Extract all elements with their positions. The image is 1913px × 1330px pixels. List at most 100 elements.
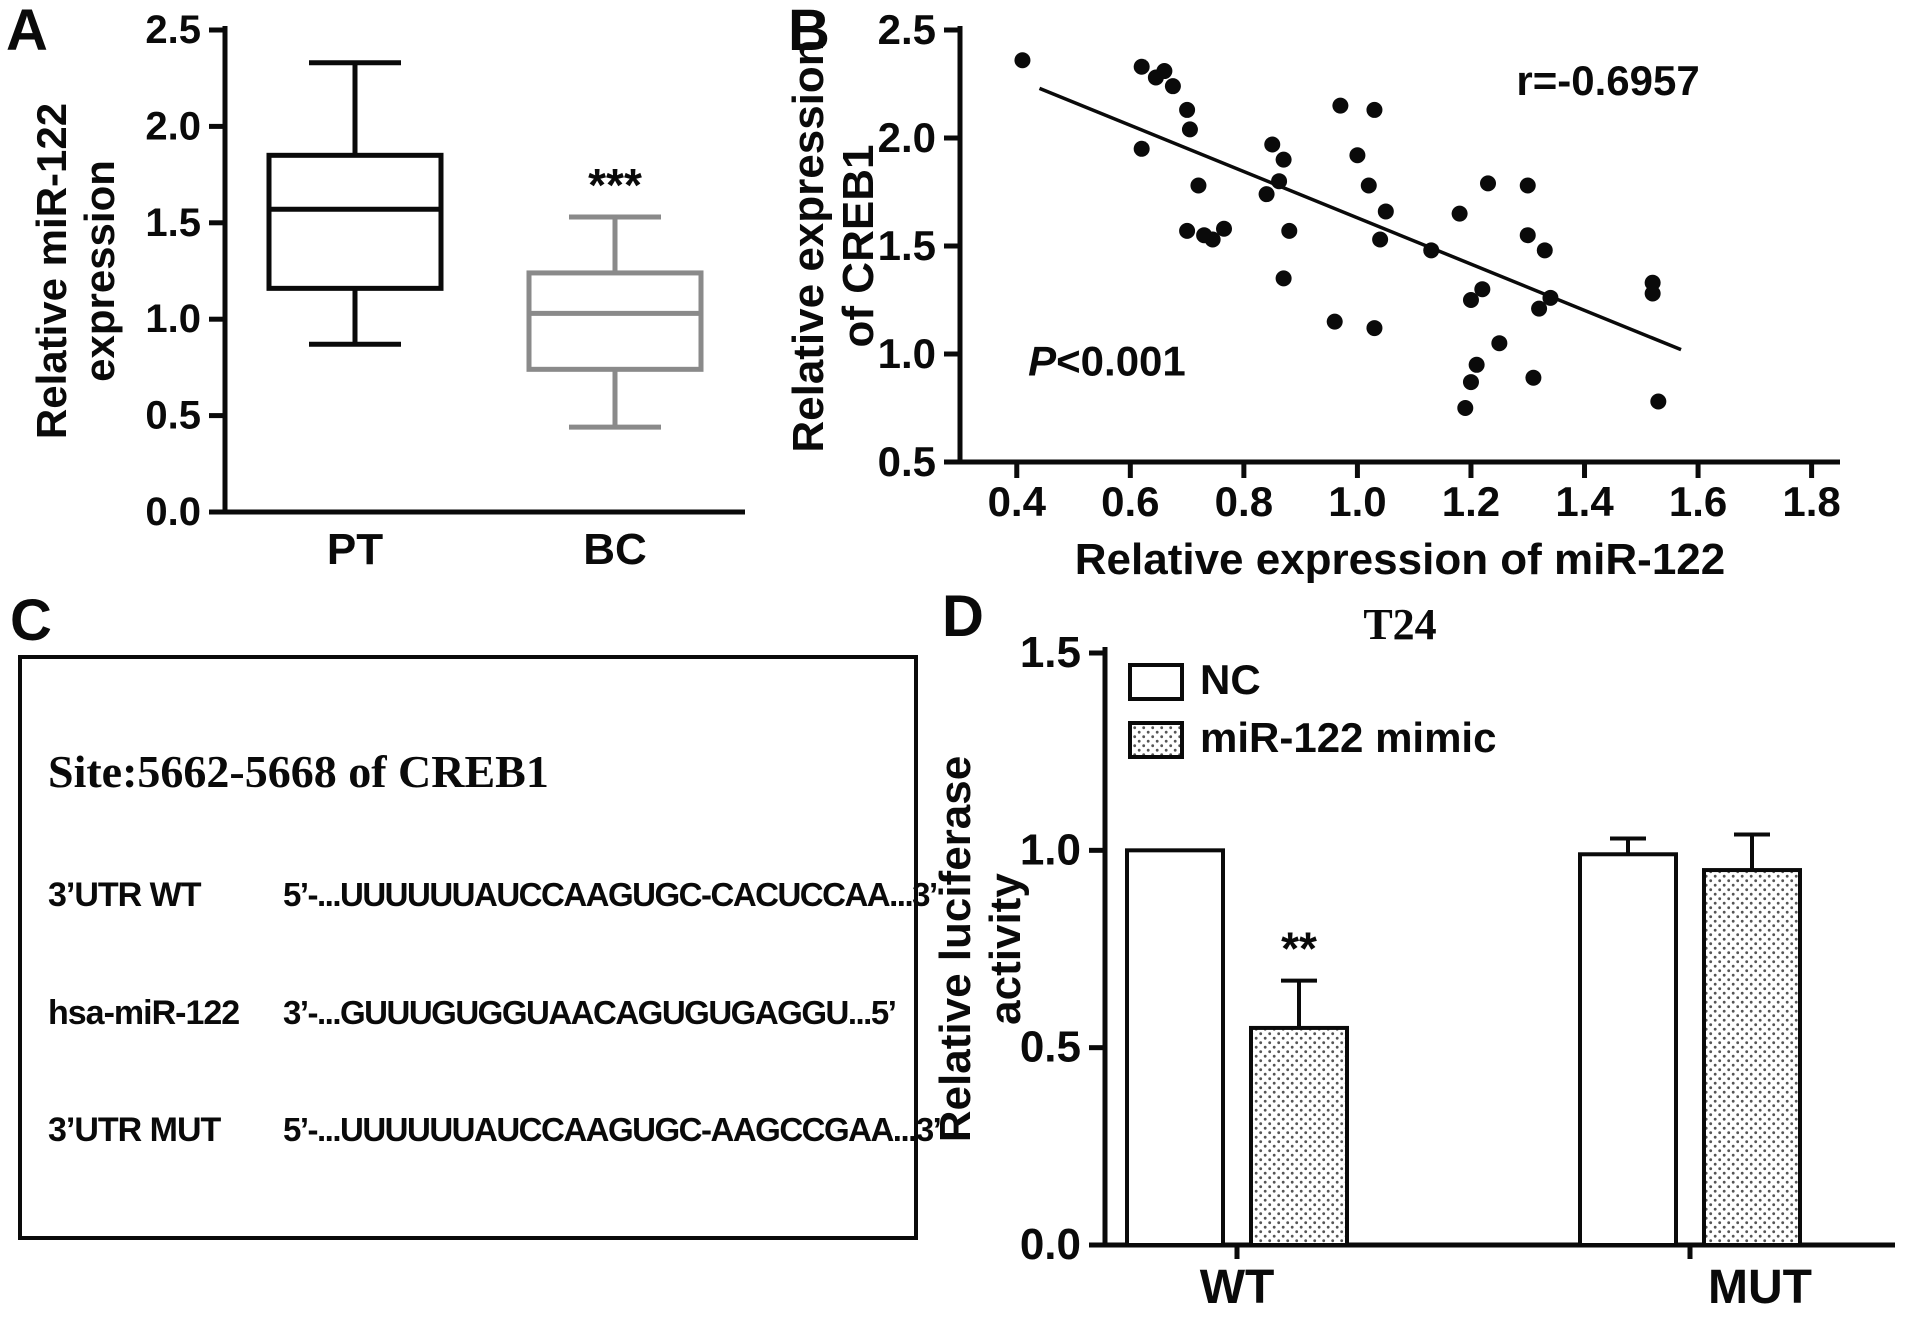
significance-stars: ** bbox=[1281, 923, 1317, 975]
panel-c-sequence-box: Site:5662-5668 of CREB1 3’UTR WT 5’-...U… bbox=[18, 655, 942, 1240]
data-point bbox=[1366, 320, 1383, 337]
y-tick-label: 2.0 bbox=[878, 114, 936, 161]
x-axis-label: Relative expression of miR-122 bbox=[1075, 535, 1725, 584]
y-tick-label: 1.0 bbox=[1020, 825, 1081, 874]
sequence-row-mir122: hsa-miR-122 3’-...GUUUGUGGUAACAGUGUGAGGU… bbox=[48, 994, 897, 1033]
sequence-mir122: 3’-...GUUUGUGGUAACAGUGUGAGGU...5’ bbox=[283, 993, 897, 1031]
data-point bbox=[1531, 300, 1548, 317]
y-axis-label: Relative expression bbox=[784, 39, 833, 452]
data-point bbox=[1275, 151, 1292, 168]
legend-label: NC bbox=[1200, 656, 1261, 703]
data-point bbox=[1366, 101, 1383, 118]
y-tick-label: 2.5 bbox=[878, 6, 936, 53]
data-point bbox=[1264, 136, 1281, 153]
data-point bbox=[1480, 175, 1496, 192]
y-tick-label: 1.5 bbox=[878, 222, 936, 269]
y-tick-label: 0.5 bbox=[1020, 1023, 1081, 1072]
y-tick-label: 0.0 bbox=[145, 490, 201, 534]
sequence-row-utr-mut: 3’UTR MUT 5’-...UUUUUUAUCCAAGUGC-AAGCCGA… bbox=[48, 1110, 942, 1150]
luciferase-bar-chart: 0.0 0.5 1.0 1.5 T24 WT MUT ** NC miR-122 mimic Rel… bbox=[931, 600, 1895, 1314]
data-point bbox=[1377, 203, 1394, 220]
data-point bbox=[1014, 52, 1031, 69]
regression-line bbox=[1038, 86, 1682, 352]
data-point bbox=[1644, 285, 1661, 302]
data-point bbox=[1468, 356, 1485, 373]
y-tick-label: 0.5 bbox=[145, 394, 201, 438]
data-point bbox=[1164, 78, 1181, 95]
data-point bbox=[1179, 222, 1196, 239]
panel-b: 0.5 1.0 1.5 2.0 2.5 0.4 0.6 0.8 1.0 1.2 1.4 1.6 1.8 r… bbox=[775, 0, 1913, 610]
data-point bbox=[1525, 369, 1542, 386]
data-point bbox=[1326, 313, 1343, 330]
scatter-creb1-vs-mir122: 0.5 1.0 1.5 2.0 2.5 0.4 0.6 0.8 1.0 1.2 1.4 1.6 1.8 r… bbox=[784, 6, 1841, 584]
x-tick-label: 0.8 bbox=[1215, 478, 1273, 525]
sequence-label-utr-mut: 3’UTR MUT bbox=[48, 1110, 221, 1149]
x-category-label: BC bbox=[583, 525, 647, 574]
bar-MUT-miR-122 mimic bbox=[1702, 868, 1802, 1247]
x-tick-label: 1.8 bbox=[1782, 478, 1840, 525]
legend-swatch-miR-122 mimic bbox=[1128, 721, 1184, 759]
panel-b-letter: B bbox=[788, 0, 830, 63]
data-point bbox=[1462, 292, 1479, 308]
y-tick-label: 2.5 bbox=[145, 8, 201, 52]
data-point bbox=[1457, 400, 1474, 416]
data-point bbox=[1190, 177, 1207, 194]
correlation-annotation: r=-0.6957 bbox=[1516, 57, 1699, 104]
y-tick-label: 1.5 bbox=[1020, 628, 1081, 677]
x-tick-label: 1.4 bbox=[1555, 478, 1614, 525]
x-tick-label: 1.0 bbox=[1328, 478, 1386, 525]
bar-MUT-NC bbox=[1578, 852, 1678, 1247]
y-axis-label: of CREB1 bbox=[834, 145, 883, 348]
y-tick-label: 1.5 bbox=[145, 201, 201, 245]
data-point bbox=[1372, 231, 1389, 248]
box-BC bbox=[526, 270, 704, 372]
y-axis-label: Relative luciferase bbox=[931, 756, 980, 1142]
x-category-label: PT bbox=[327, 525, 383, 574]
panel-d-letter: D bbox=[942, 584, 984, 649]
legend-swatch-NC bbox=[1128, 663, 1184, 701]
data-point bbox=[1181, 121, 1198, 138]
data-point bbox=[1133, 140, 1150, 157]
data-point bbox=[1179, 101, 1196, 118]
x-tick-label: 1.2 bbox=[1442, 478, 1500, 525]
boxplot-mir122-expression: 0.0 0.5 1.0 1.5 2.0 2.5 PT *** BC Relative miR-12… bbox=[28, 8, 745, 574]
sequence-utr-wt: 5’-...UUUUUUAUCCAAGUGC-CACUCCAA...3’ bbox=[283, 876, 938, 914]
data-point bbox=[1451, 205, 1468, 222]
data-point bbox=[1332, 97, 1349, 114]
data-point bbox=[1204, 231, 1221, 248]
x-tick-label: 0.4 bbox=[988, 478, 1047, 525]
panel-c-letter: C bbox=[10, 588, 52, 653]
y-tick-label: 1.0 bbox=[145, 297, 201, 341]
pvalue-annotation: P<0.001 bbox=[1028, 338, 1186, 385]
data-point bbox=[1133, 58, 1150, 75]
legend-label: miR-122 mimic bbox=[1200, 714, 1496, 761]
sequence-utr-mut: 5’-...UUUUUUAUCCAAGUGC-AAGCCGAA...3’ bbox=[283, 1110, 942, 1148]
chart-title: T24 bbox=[1363, 600, 1436, 649]
bar-WT-miR-122 mimic bbox=[1249, 1025, 1349, 1247]
x-category-label: MUT bbox=[1708, 1261, 1812, 1314]
data-point bbox=[1474, 281, 1491, 298]
data-point bbox=[1462, 374, 1479, 391]
sequence-label-utr-wt: 3’UTR WT bbox=[48, 876, 202, 915]
data-point bbox=[1271, 173, 1288, 190]
panel-a-letter: A bbox=[6, 0, 48, 63]
box-PT bbox=[266, 152, 444, 291]
data-point bbox=[1542, 289, 1559, 306]
data-point bbox=[1519, 227, 1536, 244]
data-point bbox=[1156, 63, 1173, 80]
y-axis-label: activity bbox=[981, 873, 1030, 1025]
panel-a: 0.0 0.5 1.0 1.5 2.0 2.5 PT *** BC Relative miR-12… bbox=[0, 0, 770, 610]
data-point bbox=[1519, 177, 1536, 194]
data-point bbox=[1258, 186, 1275, 203]
panel-d: 0.0 0.5 1.0 1.5 T24 WT MUT ** NC miR-122 mimic Rel… bbox=[930, 595, 1913, 1330]
binding-site-title: Site:5662-5668 of CREB1 bbox=[48, 746, 549, 798]
x-category-label: WT bbox=[1200, 1261, 1275, 1314]
data-point bbox=[1491, 335, 1508, 352]
sequence-row-utr-wt: 3’UTR WT 5’-...UUUUUUAUCCAAGUGC-CACUCCAA… bbox=[48, 876, 938, 915]
y-axis-label: Relative miR-122 bbox=[28, 103, 75, 439]
x-tick-label: 1.6 bbox=[1669, 478, 1727, 525]
data-point bbox=[1423, 242, 1440, 259]
y-tick-label: 2.0 bbox=[145, 104, 201, 148]
x-tick-label: 0.6 bbox=[1101, 478, 1159, 525]
data-point bbox=[1216, 220, 1232, 237]
